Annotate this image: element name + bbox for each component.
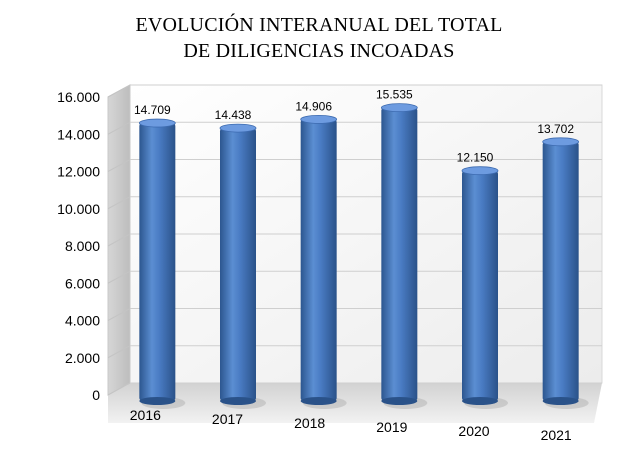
bar-base	[543, 397, 579, 405]
y-tick-label: 10.000	[57, 201, 100, 217]
data-label: 14.438	[215, 108, 252, 122]
bar-top	[462, 167, 498, 175]
y-tick-label: 8.000	[65, 238, 100, 254]
bar-top	[139, 119, 175, 127]
data-label: 13.702	[537, 122, 574, 136]
x-tick-label: 2020	[458, 423, 489, 439]
x-tick-label: 2019	[376, 419, 407, 435]
bar-top	[301, 115, 337, 123]
bar	[462, 171, 498, 401]
y-tick-label: 16.000	[57, 89, 100, 105]
data-label: 12.150	[457, 151, 494, 165]
y-tick-label: 12.000	[57, 164, 100, 180]
data-label: 14.906	[295, 99, 332, 113]
x-tick-label: 2018	[294, 415, 325, 431]
y-tick-label: 2.000	[65, 350, 100, 366]
bar-base	[381, 397, 417, 405]
y-tick-label: 14.000	[57, 126, 100, 142]
data-label: 14.709	[134, 103, 171, 117]
y-tick-label: 6.000	[65, 275, 100, 291]
y-tick-label: 4.000	[65, 313, 100, 329]
bar-top	[220, 124, 256, 132]
x-tick-label: 2017	[212, 411, 243, 427]
bar-base	[220, 397, 256, 405]
x-tick-label: 2016	[130, 407, 161, 423]
bar	[381, 108, 417, 401]
y-tick-label: 0	[92, 387, 100, 403]
bar-base	[462, 397, 498, 405]
bar	[301, 119, 337, 401]
bar-top	[543, 138, 579, 146]
bar-top	[381, 104, 417, 112]
x-tick-label: 2021	[541, 427, 572, 443]
bar	[220, 128, 256, 401]
bar-base	[139, 397, 175, 405]
bar	[139, 123, 175, 401]
bar	[543, 142, 579, 401]
bar-base	[301, 397, 337, 405]
bar-chart: 0 2.000 4.000 6.000 8.000 10.000 12.000 14.000 1…	[0, 0, 638, 473]
data-label: 15.535	[376, 88, 413, 102]
